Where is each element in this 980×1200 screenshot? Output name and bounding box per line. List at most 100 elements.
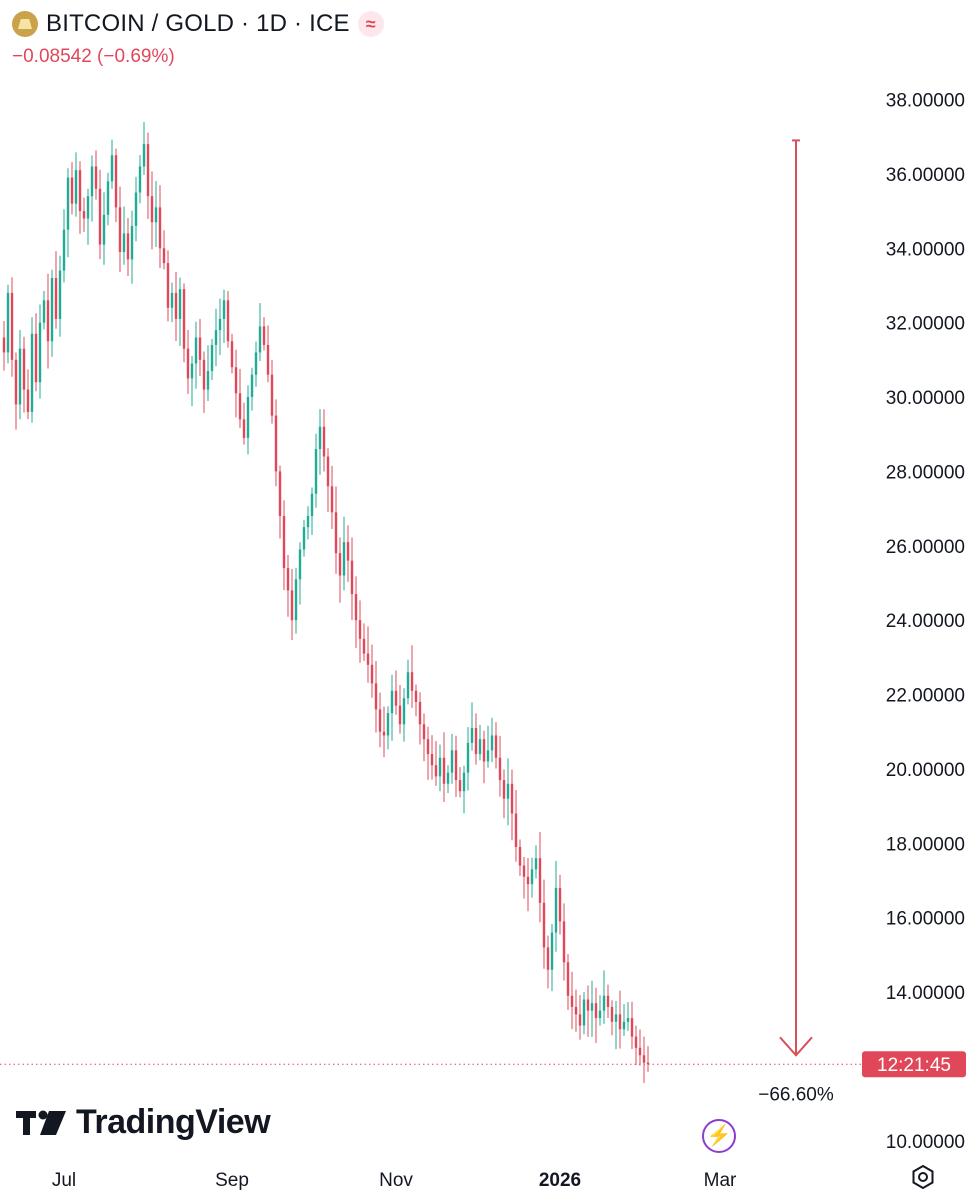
candle-body — [198, 337, 202, 360]
candle-body — [506, 783, 510, 799]
x-tick-label: Sep — [215, 1170, 249, 1191]
candle-body — [342, 542, 346, 576]
lightning-icon[interactable]: ⚡ — [702, 1119, 736, 1153]
measure-arrow-head — [779, 1036, 813, 1057]
candle-body — [274, 415, 278, 472]
candle-body — [334, 512, 338, 554]
candle-body — [378, 709, 382, 732]
candle-body — [178, 289, 182, 319]
candle-body — [154, 207, 158, 223]
candle-body — [158, 207, 162, 249]
candle-body — [134, 192, 138, 226]
y-tick-label: 38.00000 — [886, 91, 965, 112]
candle-body — [398, 705, 402, 725]
candle-body — [602, 995, 606, 1011]
candle-body — [578, 1014, 582, 1026]
candle-body — [638, 1047, 642, 1056]
candle-body — [518, 847, 522, 866]
candle-body — [102, 214, 106, 245]
tradingview-mark-icon — [16, 1110, 66, 1135]
candle-body — [614, 1014, 618, 1022]
candle-body — [194, 337, 198, 364]
candle-body — [330, 486, 334, 513]
candle-body — [510, 783, 514, 814]
candle-body — [94, 166, 98, 189]
candle-body — [22, 348, 26, 390]
candle-body — [110, 155, 114, 182]
candle-body — [202, 359, 206, 390]
candle-body — [166, 263, 170, 308]
candle-body — [606, 995, 610, 1007]
y-tick-label: 10.00000 — [886, 1132, 965, 1153]
candle-body — [446, 772, 450, 784]
candle-body — [114, 155, 118, 208]
candle-body — [250, 374, 254, 398]
candle-body — [38, 322, 42, 383]
candle-body — [222, 300, 226, 319]
candle-body — [186, 348, 190, 379]
candle-body — [230, 341, 234, 368]
candle-body — [298, 549, 302, 580]
candle-body — [610, 1006, 614, 1022]
candle-body — [558, 887, 562, 922]
candle-body — [314, 449, 318, 494]
candle-body — [466, 742, 470, 773]
candle-body — [346, 542, 350, 561]
candle-body — [418, 701, 422, 725]
candle-body — [42, 300, 46, 323]
candle-body — [462, 772, 466, 792]
candle-body — [598, 1010, 602, 1019]
candle-body — [646, 1062, 650, 1065]
wave-icon[interactable]: ≈ — [357, 11, 384, 37]
candle-body — [130, 225, 134, 260]
candle-body — [622, 1021, 626, 1030]
candle-body — [82, 211, 86, 219]
candle-body — [210, 344, 214, 371]
candle-body — [266, 344, 270, 375]
candle-body — [214, 330, 218, 345]
candle-body — [410, 672, 414, 691]
candle-body — [382, 731, 386, 736]
candle-body — [386, 713, 390, 736]
y-tick-label: 22.00000 — [886, 686, 965, 707]
candle-body — [306, 516, 310, 528]
candle-body — [106, 181, 110, 215]
candle-body — [590, 1003, 594, 1011]
candle-body — [218, 318, 222, 331]
current-price-box — [862, 1051, 966, 1078]
candle-body — [270, 374, 274, 416]
candle-body — [370, 664, 374, 684]
candle-body — [454, 750, 458, 781]
y-tick-label: 24.00000 — [886, 611, 965, 632]
symbol-title[interactable]: BITCOIN / GOLD · 1D · ICE — [46, 10, 350, 37]
candle-body — [98, 188, 102, 245]
candle-body — [54, 278, 58, 319]
y-tick-label: 28.00000 — [886, 462, 965, 483]
candle-body — [2, 337, 6, 353]
candle-body — [362, 638, 366, 654]
candle-body — [358, 620, 362, 639]
candle-body — [550, 932, 554, 970]
candle-body — [414, 690, 418, 702]
candle-body — [482, 739, 486, 762]
candle-body — [246, 397, 250, 438]
candle-body — [170, 292, 174, 308]
candle-body — [574, 1006, 578, 1015]
candle-body — [494, 735, 498, 758]
candle-body — [502, 780, 506, 799]
candle-body — [338, 553, 342, 576]
candle-body — [242, 419, 246, 438]
candle-body — [534, 858, 538, 870]
candle-body — [626, 1018, 630, 1022]
candle-body — [498, 757, 502, 781]
candle-body — [442, 757, 446, 784]
candle-body — [570, 995, 574, 1007]
candle-body — [238, 393, 242, 420]
candle-body — [630, 1018, 634, 1037]
settings-icon[interactable] — [910, 1164, 936, 1190]
candle-body — [350, 560, 354, 595]
price-change: −0.08542 (−0.69%) — [12, 46, 175, 67]
candle-body — [50, 278, 54, 342]
candle-body — [162, 248, 166, 264]
